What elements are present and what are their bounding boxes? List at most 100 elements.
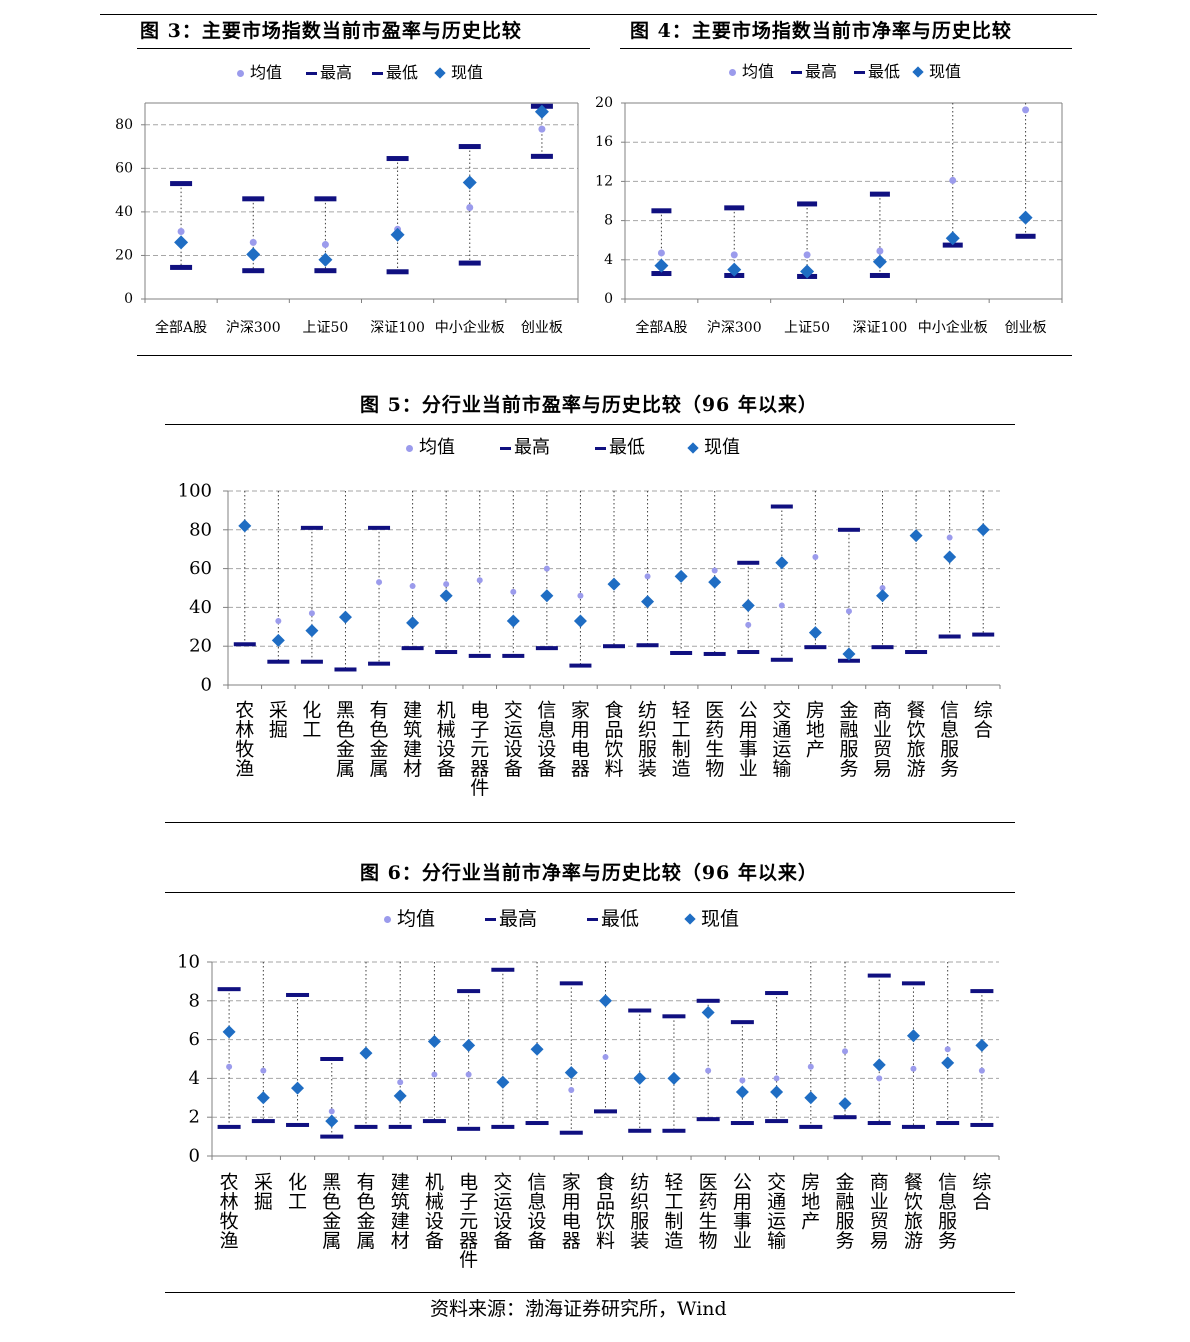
category-label: 信息服务 — [940, 700, 959, 780]
current-marker — [800, 264, 815, 279]
header-divider — [100, 14, 1097, 15]
category-label: 创业板 — [521, 320, 563, 336]
mean-marker — [308, 610, 315, 617]
category-label-char: 用 — [571, 719, 590, 741]
legend-label: 现值 — [701, 908, 740, 930]
category-label-char: 用 — [562, 1191, 581, 1213]
category-label-char: 信 — [938, 1172, 957, 1194]
current-marker — [318, 252, 333, 267]
category-label: 上证50 — [784, 320, 830, 336]
max-marker — [170, 181, 193, 187]
category-label: 化工 — [302, 700, 321, 741]
max-marker — [458, 144, 481, 150]
category-label: 家用电器 — [571, 700, 590, 780]
category-label-char: 器 — [562, 1230, 581, 1252]
mean-marker — [705, 1067, 712, 1074]
category-label-char: 化 — [302, 700, 321, 722]
category-label-char: 综 — [972, 1172, 991, 1194]
category-label-char: 林 — [220, 1191, 239, 1213]
category-label-char: 农 — [220, 1172, 239, 1194]
max-marker — [491, 967, 515, 972]
category-label-char: 电 — [562, 1210, 581, 1232]
legend-label: 最低 — [601, 908, 640, 930]
legend-min-marker — [595, 446, 606, 450]
current-marker — [534, 104, 549, 119]
mean-marker — [328, 1108, 335, 1115]
category-label-char: 备 — [504, 758, 523, 780]
category-label: 轻工制造 — [664, 1172, 683, 1252]
category-label-char: 制 — [664, 1210, 683, 1232]
category-label-char: 筑 — [403, 719, 422, 741]
legend-max-marker — [485, 917, 496, 921]
category-label-char: 器 — [459, 1230, 478, 1252]
min-marker — [401, 646, 424, 651]
category-label-char: 械 — [437, 719, 456, 741]
min-marker — [837, 658, 860, 663]
category-label-char: 房 — [801, 1172, 820, 1194]
category-label-char: 机 — [437, 700, 456, 722]
mean-marker — [602, 1054, 609, 1061]
category-label-char: 装 — [638, 758, 657, 780]
legend-item-mean: 均值 — [729, 61, 774, 83]
min-marker — [530, 153, 553, 159]
current-marker — [838, 1097, 852, 1111]
min-marker — [770, 657, 793, 662]
current-marker — [667, 1071, 681, 1085]
category-label: 交通运输 — [772, 700, 791, 780]
category-label-char: 子 — [470, 719, 489, 741]
category-label: 采掘 — [269, 700, 288, 741]
category-label-char: 织 — [630, 1191, 649, 1213]
category-label-char: 通 — [772, 719, 791, 741]
legend-item-min: 最低 — [587, 908, 639, 930]
category-label-char: 运 — [504, 719, 523, 741]
category-label-char: 公 — [739, 700, 758, 722]
category-label: 采掘 — [254, 1172, 273, 1213]
mean-marker — [910, 1065, 917, 1072]
current-marker — [701, 1005, 715, 1019]
category-label-char: 器 — [571, 758, 590, 780]
min-marker — [354, 1124, 378, 1129]
category-label-char: 化 — [288, 1172, 307, 1194]
category-label-char: 件 — [459, 1249, 478, 1271]
max-marker — [867, 973, 891, 978]
category-label-char: 信 — [528, 1172, 547, 1194]
legend-item-mean: 均值 — [237, 62, 282, 84]
current-marker — [607, 577, 621, 591]
current-marker — [872, 254, 887, 269]
mean-marker — [657, 249, 665, 257]
min-marker — [525, 1121, 549, 1126]
legend-item-min: 最低 — [854, 61, 900, 83]
legend-label: 现值 — [704, 437, 740, 458]
legend-label: 最高 — [514, 437, 550, 458]
category-label-char: 色 — [336, 719, 355, 741]
category-label-char: 制 — [672, 738, 691, 760]
category-label-char: 农 — [235, 700, 254, 722]
category-label-char: 有 — [370, 700, 389, 722]
category-label-char: 息 — [940, 719, 959, 741]
legend-mean-marker — [384, 915, 391, 923]
min-marker — [703, 651, 726, 656]
category-label-char: 业 — [870, 1191, 889, 1213]
category-label: 化工 — [288, 1172, 307, 1213]
figure-6-title-underline — [165, 892, 1015, 893]
figure-3-title: 图 3：主要市场指数当前市盈率与历史比较 — [140, 20, 522, 42]
category-label: 中小企业板 — [918, 319, 988, 336]
y-tick-label: 20 — [595, 95, 613, 111]
category-label-char: 电 — [470, 700, 489, 722]
category-label-char: 品 — [604, 719, 623, 741]
min-marker — [569, 663, 592, 668]
category-label-char: 设 — [537, 738, 556, 760]
category-label-char: 渔 — [220, 1230, 239, 1252]
category-label-char: 金 — [839, 700, 858, 722]
category-label: 医药生物 — [705, 700, 724, 780]
min-marker — [388, 1124, 412, 1129]
category-label: 纺织服装 — [630, 1172, 649, 1252]
category-label-char: 息 — [528, 1191, 547, 1213]
current-marker — [174, 235, 189, 250]
current-marker — [876, 589, 890, 603]
mean-marker — [538, 125, 546, 133]
min-marker — [603, 644, 625, 649]
y-tick-label: 4 — [189, 1068, 200, 1089]
current-marker — [872, 1058, 886, 1072]
max-marker — [662, 1014, 686, 1019]
